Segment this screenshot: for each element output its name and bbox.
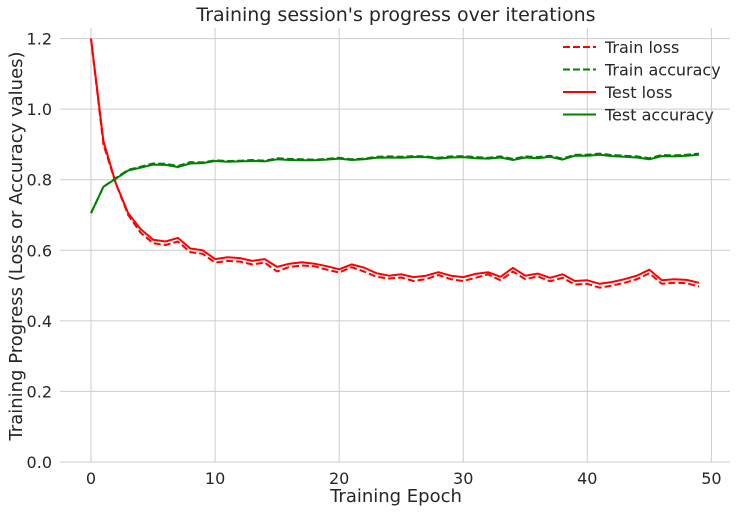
y-tick-label: 1.0 (27, 100, 52, 119)
series-line-test-accuracy (90, 153, 700, 214)
y-tick-label: 0.4 (27, 312, 52, 331)
y-tick-label: 0.6 (27, 241, 52, 260)
x-tick-label: 30 (453, 469, 473, 488)
y-tick-label: 0.8 (27, 171, 52, 190)
legend-label-test-loss: Test loss (604, 83, 673, 102)
y-tick-label: 0.2 (27, 382, 52, 401)
tick-labels: 0 10 20 30 40 50 0.0 0.2 0.4 0.6 0.8 1.0 1.2 (27, 30, 722, 488)
x-tick-label: 20 (329, 469, 349, 488)
y-tick-label: 1.2 (27, 30, 52, 49)
legend: Train loss Train accuracy Test loss Test ac… (563, 38, 721, 125)
series-line-test-loss (90, 38, 700, 285)
x-tick-label: 50 (701, 469, 721, 488)
grid-lines (60, 28, 730, 463)
x-tick-label: 0 (86, 469, 96, 488)
legend-label-test-accuracy: Test accuracy (604, 106, 714, 125)
chart-title: Training session's progress over iterati… (195, 4, 595, 26)
x-tick-label: 10 (205, 469, 225, 488)
y-axis-label: Training Progress (Loss or Accuracy valu… (6, 51, 27, 441)
legend-label-train-accuracy: Train accuracy (604, 61, 721, 80)
x-tick-label: 40 (577, 469, 597, 488)
series-line-train-loss (90, 38, 700, 289)
legend-label-train-loss: Train loss (604, 38, 679, 57)
y-tick-label: 0.0 (27, 453, 52, 472)
x-axis-label: Training Epoch (329, 486, 462, 507)
series-lines (90, 38, 700, 289)
series-line-train-accuracy (90, 152, 700, 214)
